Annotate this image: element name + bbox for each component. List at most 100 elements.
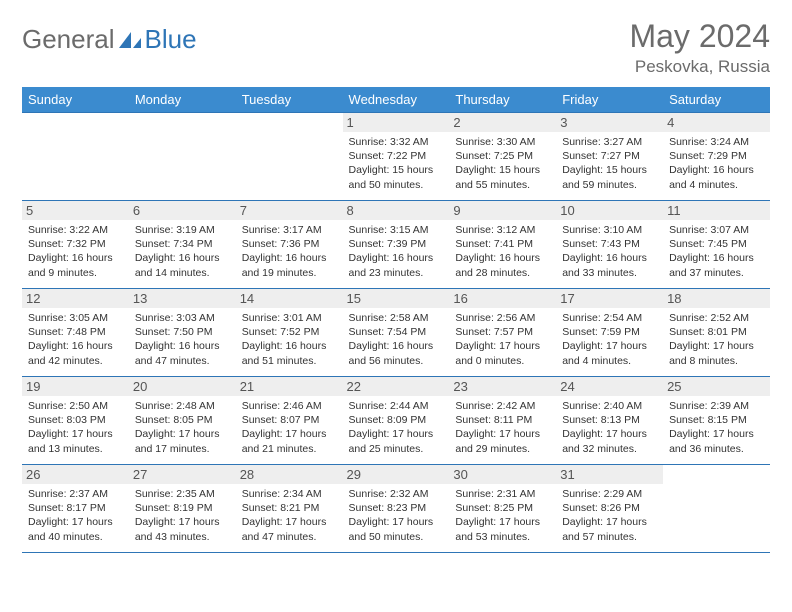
daylight-text: Daylight: 16 hours and 14 minutes. — [135, 251, 230, 279]
day-number: 13 — [129, 289, 236, 308]
daylight-text: Daylight: 15 hours and 59 minutes. — [562, 163, 657, 191]
calendar-day-cell: 30 Sunrise: 2:31 AMSunset: 8:25 PMDayligh… — [449, 465, 556, 553]
sunset-text: Sunset: 8:03 PM — [28, 413, 123, 427]
day-details: Sunrise: 2:34 AMSunset: 8:21 PMDaylight:… — [242, 487, 337, 544]
sunset-text: Sunset: 7:36 PM — [242, 237, 337, 251]
day-details: Sunrise: 3:05 AMSunset: 7:48 PMDaylight:… — [28, 311, 123, 368]
calendar-day-cell: 22Sunrise: 2:44 AMSunset: 8:09 PMDayligh… — [343, 377, 450, 465]
day-details: Sunrise: 3:32 AMSunset: 7:22 PMDaylight:… — [349, 135, 444, 192]
sunrise-text: Sunrise: 3:19 AM — [135, 223, 230, 237]
daylight-text: Daylight: 17 hours and 29 minutes. — [455, 427, 550, 455]
daylight-text: Daylight: 17 hours and 40 minutes. — [28, 515, 123, 543]
calendar-week-row: 26Sunrise: 2:37 AMSunset: 8:17 PMDayligh… — [22, 465, 770, 553]
day-details: Sunrise: 2:40 AMSunset: 8:13 PMDaylight:… — [562, 399, 657, 456]
sunset-text: Sunset: 8:25 PM — [455, 501, 550, 515]
logo-text-blue: Blue — [145, 24, 197, 55]
logo: General Blue — [22, 18, 197, 55]
day-details: Sunrise: 2:50 AMSunset: 8:03 PMDaylight:… — [28, 399, 123, 456]
sunrise-text: Sunrise: 3:17 AM — [242, 223, 337, 237]
sunrise-text: Sunrise: 2:56 AM — [455, 311, 550, 325]
calendar-week-row: 1Sunrise: 3:32 AMSunset: 7:22 PMDaylight… — [22, 113, 770, 201]
sunset-text: Sunset: 8:21 PM — [242, 501, 337, 515]
sunrise-text: Sunrise: 2:31 AM — [455, 487, 550, 501]
logo-sail-icon — [117, 30, 143, 50]
day-number: 17 — [556, 289, 663, 308]
sunrise-text: Sunrise: 3:03 AM — [135, 311, 230, 325]
calendar-week-row: 12 Sunrise: 3:05 AMSunset: 7:48 PMDayligh… — [22, 289, 770, 377]
day-number: 15 — [343, 289, 450, 308]
weekday-header: Monday — [129, 87, 236, 113]
daylight-text: Daylight: 16 hours and 9 minutes. — [28, 251, 123, 279]
calendar-day-cell: 25Sunrise: 2:39 AMSunset: 8:15 PMDayligh… — [663, 377, 770, 465]
day-details: Sunrise: 2:31 AMSunset: 8:25 PMDaylight:… — [455, 487, 550, 544]
day-number: 29 — [343, 465, 450, 484]
calendar-week-row: 5Sunrise: 3:22 AMSunset: 7:32 PMDaylight… — [22, 201, 770, 289]
day-details: Sunrise: 2:54 AMSunset: 7:59 PMDaylight:… — [562, 311, 657, 368]
sunrise-text: Sunrise: 2:50 AM — [28, 399, 123, 413]
day-details: Sunrise: 3:22 AMSunset: 7:32 PMDaylight:… — [28, 223, 123, 280]
sunset-text: Sunset: 8:23 PM — [349, 501, 444, 515]
calendar-day-cell: 2Sunrise: 3:30 AMSunset: 7:25 PMDaylight… — [449, 113, 556, 201]
daylight-text: Daylight: 15 hours and 50 minutes. — [349, 163, 444, 191]
sunset-text: Sunset: 8:13 PM — [562, 413, 657, 427]
day-details: Sunrise: 3:27 AMSunset: 7:27 PMDaylight:… — [562, 135, 657, 192]
sunset-text: Sunset: 7:52 PM — [242, 325, 337, 339]
daylight-text: Daylight: 16 hours and 28 minutes. — [455, 251, 550, 279]
sunset-text: Sunset: 7:22 PM — [349, 149, 444, 163]
sunset-text: Sunset: 7:43 PM — [562, 237, 657, 251]
sunset-text: Sunset: 7:50 PM — [135, 325, 230, 339]
calendar-day-cell: 28 Sunrise: 2:34 AMSunset: 8:21 PMDayligh… — [236, 465, 343, 553]
day-details: Sunrise: 2:42 AMSunset: 8:11 PMDaylight:… — [455, 399, 550, 456]
calendar-day-cell: 23 Sunrise: 2:42 AMSunset: 8:11 PMDayligh… — [449, 377, 556, 465]
sunrise-text: Sunrise: 3:24 AM — [669, 135, 764, 149]
calendar-day-cell: 27Sunrise: 2:35 AMSunset: 8:19 PMDayligh… — [129, 465, 236, 553]
calendar-day-cell: 12 Sunrise: 3:05 AMSunset: 7:48 PMDayligh… — [22, 289, 129, 377]
calendar-day-cell: 6 Sunrise: 3:19 AMSunset: 7:34 PMDaylight… — [129, 201, 236, 289]
sunrise-text: Sunrise: 2:29 AM — [562, 487, 657, 501]
sunrise-text: Sunrise: 3:15 AM — [349, 223, 444, 237]
daylight-text: Daylight: 17 hours and 43 minutes. — [135, 515, 230, 543]
sunset-text: Sunset: 8:15 PM — [669, 413, 764, 427]
daylight-text: Daylight: 16 hours and 23 minutes. — [349, 251, 444, 279]
daylight-text: Daylight: 17 hours and 13 minutes. — [28, 427, 123, 455]
calendar-day-cell: 20Sunrise: 2:48 AMSunset: 8:05 PMDayligh… — [129, 377, 236, 465]
sunset-text: Sunset: 7:54 PM — [349, 325, 444, 339]
weekday-header: Thursday — [449, 87, 556, 113]
sunrise-text: Sunrise: 2:58 AM — [349, 311, 444, 325]
day-number: 6 — [129, 201, 236, 220]
day-number: 27 — [129, 465, 236, 484]
day-details: Sunrise: 2:37 AMSunset: 8:17 PMDaylight:… — [28, 487, 123, 544]
sunset-text: Sunset: 7:34 PM — [135, 237, 230, 251]
sunset-text: Sunset: 8:05 PM — [135, 413, 230, 427]
day-details: Sunrise: 3:01 AMSunset: 7:52 PMDaylight:… — [242, 311, 337, 368]
calendar-day-cell: 7Sunrise: 3:17 AMSunset: 7:36 PMDaylight… — [236, 201, 343, 289]
daylight-text: Daylight: 17 hours and 25 minutes. — [349, 427, 444, 455]
calendar-day-cell: 1Sunrise: 3:32 AMSunset: 7:22 PMDaylight… — [343, 113, 450, 201]
day-number: 30 — [449, 465, 556, 484]
day-number: 23 — [449, 377, 556, 396]
day-number: 16 — [449, 289, 556, 308]
sunrise-text: Sunrise: 2:42 AM — [455, 399, 550, 413]
daylight-text: Daylight: 17 hours and 57 minutes. — [562, 515, 657, 543]
sunrise-text: Sunrise: 2:35 AM — [135, 487, 230, 501]
header: General Blue May 2024 Peskovka, Russia — [22, 18, 770, 77]
daylight-text: Daylight: 16 hours and 19 minutes. — [242, 251, 337, 279]
sunrise-text: Sunrise: 3:27 AM — [562, 135, 657, 149]
sunset-text: Sunset: 8:11 PM — [455, 413, 550, 427]
calendar-day-cell: 31Sunrise: 2:29 AMSunset: 8:26 PMDayligh… — [556, 465, 663, 553]
calendar-day-cell: 10Sunrise: 3:10 AMSunset: 7:43 PMDayligh… — [556, 201, 663, 289]
calendar-day-cell: 17 Sunrise: 2:54 AMSunset: 7:59 PMDayligh… — [556, 289, 663, 377]
sunrise-text: Sunrise: 3:05 AM — [28, 311, 123, 325]
sunset-text: Sunset: 7:48 PM — [28, 325, 123, 339]
day-number: 12 — [22, 289, 129, 308]
sunset-text: Sunset: 8:17 PM — [28, 501, 123, 515]
sunset-text: Sunset: 7:27 PM — [562, 149, 657, 163]
calendar-day-cell: 11Sunrise: 3:07 AMSunset: 7:45 PMDayligh… — [663, 201, 770, 289]
daylight-text: Daylight: 16 hours and 37 minutes. — [669, 251, 764, 279]
calendar-day-cell — [236, 113, 343, 201]
daylight-text: Daylight: 17 hours and 36 minutes. — [669, 427, 764, 455]
logo-text-general: General — [22, 24, 115, 55]
day-number: 28 — [236, 465, 343, 484]
sunset-text: Sunset: 7:25 PM — [455, 149, 550, 163]
sunrise-text: Sunrise: 2:52 AM — [669, 311, 764, 325]
